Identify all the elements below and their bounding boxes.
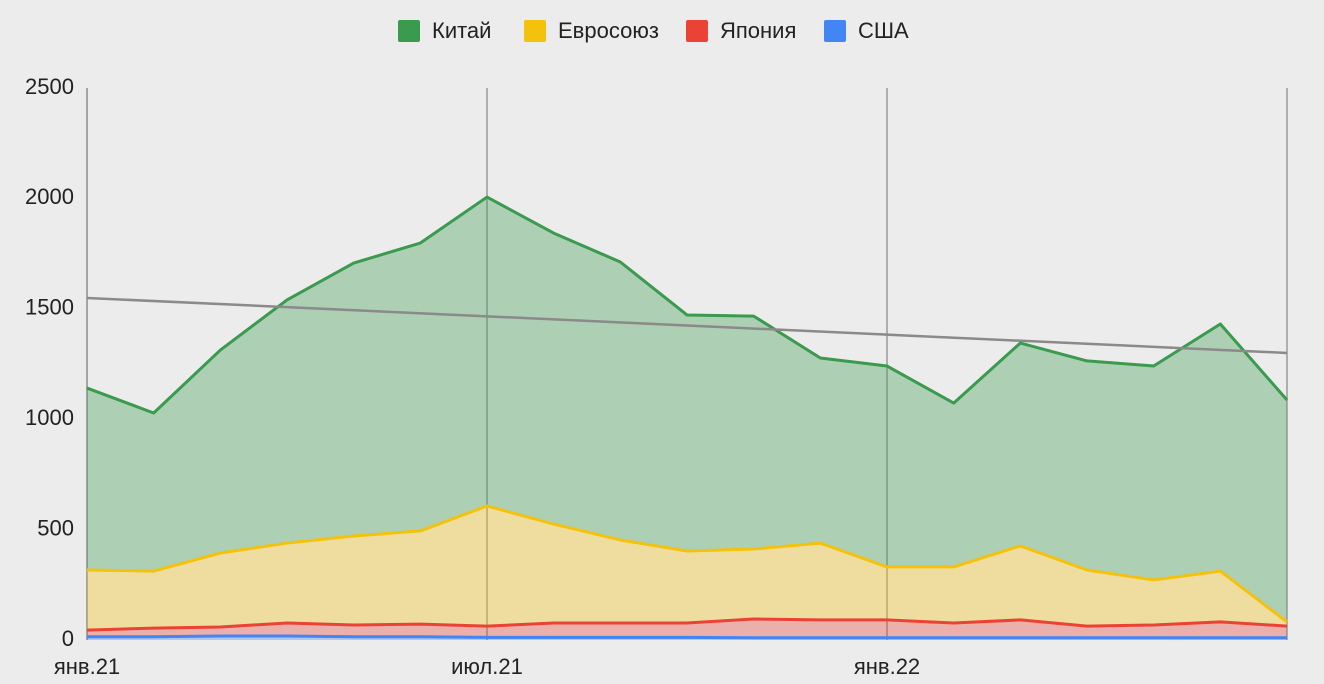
legend-swatch — [824, 20, 846, 42]
legend-label: Япония — [720, 18, 796, 43]
x-tick-label: янв.21 — [54, 654, 120, 679]
area-line — [86, 504, 1288, 624]
x-tick-label: янв.22 — [854, 654, 920, 679]
area-line — [86, 617, 1288, 632]
area-line — [86, 195, 1289, 415]
y-tick-label: 2000 — [25, 184, 74, 209]
y-tick-label: 2500 — [25, 74, 74, 99]
x-tick-label: июл.21 — [451, 654, 523, 679]
y-tick-label: 0 — [62, 626, 74, 651]
area — [87, 505, 1287, 631]
y-tick-label: 1000 — [25, 405, 74, 430]
trend-line — [86, 296, 1288, 355]
legend-label: Евросоюз — [558, 18, 659, 43]
legend-swatch — [524, 20, 546, 42]
legend-swatch — [398, 20, 420, 42]
legend-swatch — [686, 20, 708, 42]
legend-label: Китай — [432, 18, 491, 43]
y-tick-label: 1500 — [25, 295, 74, 320]
area — [87, 197, 1287, 622]
y-tick-label: 500 — [37, 515, 74, 540]
legend-label: США — [858, 18, 909, 43]
area — [87, 619, 1287, 638]
area-line — [87, 634, 1287, 640]
